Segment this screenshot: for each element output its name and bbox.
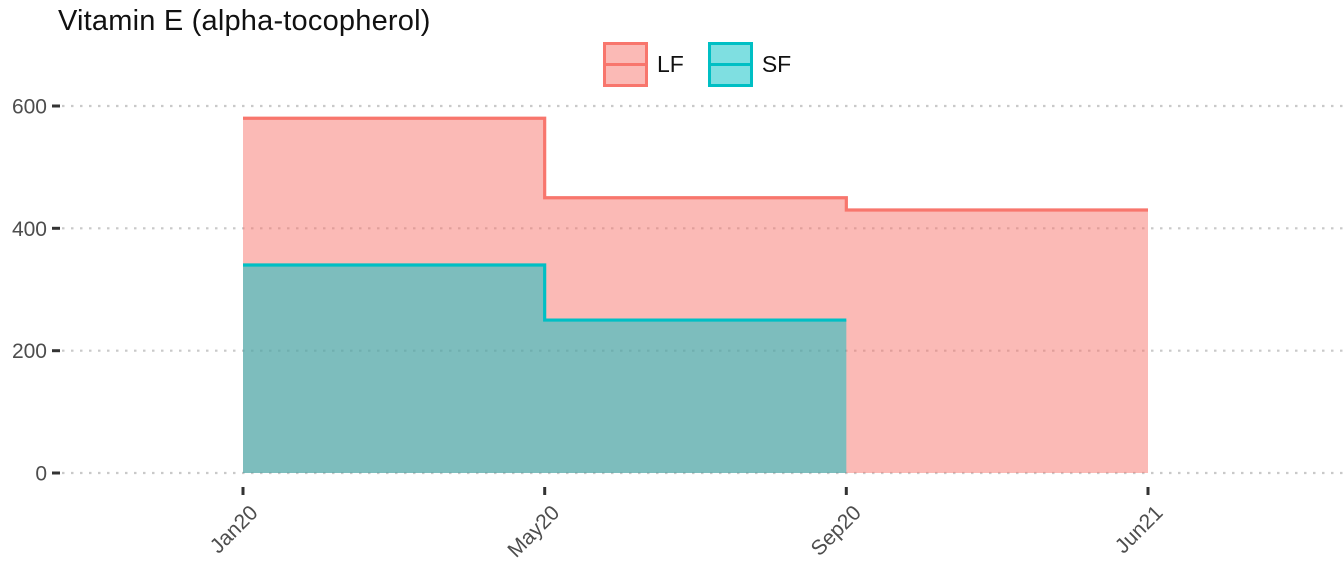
x-tick-label: Jan20: [206, 501, 263, 558]
legend-label-SF: SF: [761, 51, 792, 77]
legend-item-LF: LF: [603, 42, 684, 87]
y-tick-label: 0: [35, 463, 47, 486]
x-tick-label: May20: [503, 501, 564, 562]
series-SF-area: [243, 265, 847, 473]
legend-key-center-line: [710, 63, 750, 66]
legend: LF SF: [603, 42, 791, 87]
y-tick-label: 400: [12, 218, 47, 241]
series-SF-line: [243, 263, 847, 322]
y-tick-label: 600: [12, 96, 47, 119]
legend-key-LF: [603, 42, 648, 87]
legend-key-center-line: [606, 63, 645, 66]
x-tick-label: Sep20: [807, 501, 866, 560]
legend-label-LF: LF: [657, 51, 684, 77]
y-tick-label: 200: [12, 340, 47, 363]
legend-item-SF: SF: [707, 42, 792, 87]
series-LF-line: [243, 116, 1148, 212]
legend-key-SF: [707, 42, 753, 87]
chart-title: Vitamin E (alpha-tocopherol): [58, 5, 431, 37]
x-tick-label: Jun21: [1111, 501, 1168, 558]
